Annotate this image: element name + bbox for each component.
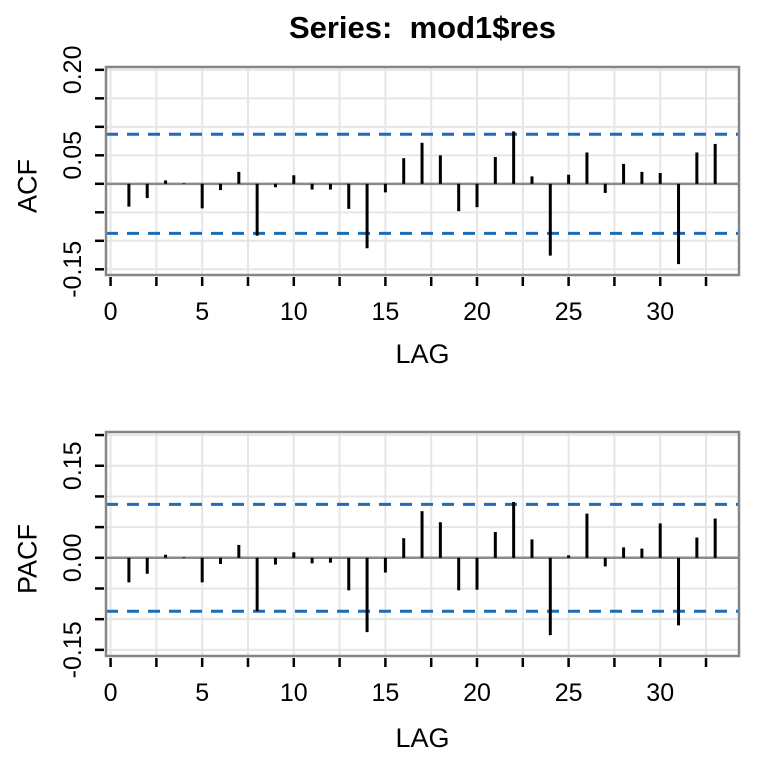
acf-y-tick-label: -0.15 (59, 241, 87, 298)
acf-y-tick-label: 0.20 (59, 46, 87, 95)
acf-x-tick-label: 15 (371, 298, 399, 326)
acf-x-tick-label: 30 (646, 298, 674, 326)
acf-y-tick-label: 0.05 (59, 131, 87, 180)
pacf-y-tick-label: 0.00 (59, 533, 87, 582)
pacf-x-tick-label: 0 (104, 679, 118, 707)
pacf-y-tick-label: 0.15 (59, 441, 87, 490)
acf-x-axis-title: LAG (395, 339, 449, 369)
figure-title: Series: mod1$res (288, 10, 557, 45)
acf-x-tick-label: 0 (104, 298, 118, 326)
acf-x-tick-label: 20 (463, 298, 491, 326)
pacf-plot-frame (104, 430, 741, 658)
acf-x-tick-label: 25 (555, 298, 583, 326)
pacf-x-tick-label: 30 (646, 679, 674, 707)
pacf-x-axis-title: LAG (395, 723, 449, 753)
pacf-y-axis-title: PACF (12, 524, 42, 594)
acf-x-tick-label: 10 (280, 298, 308, 326)
pacf-y-tick-label: -0.15 (59, 621, 87, 678)
acf-y-axis-title: ACF (12, 159, 42, 213)
pacf-x-tick-label: 5 (195, 679, 209, 707)
pacf-x-tick-label: 10 (280, 679, 308, 707)
pacf-x-tick-label: 20 (463, 679, 491, 707)
pacf-x-tick-label: 25 (555, 679, 583, 707)
acf-x-tick-label: 5 (195, 298, 209, 326)
acf-plot-frame (104, 65, 741, 277)
pacf-x-tick-label: 15 (371, 679, 399, 707)
